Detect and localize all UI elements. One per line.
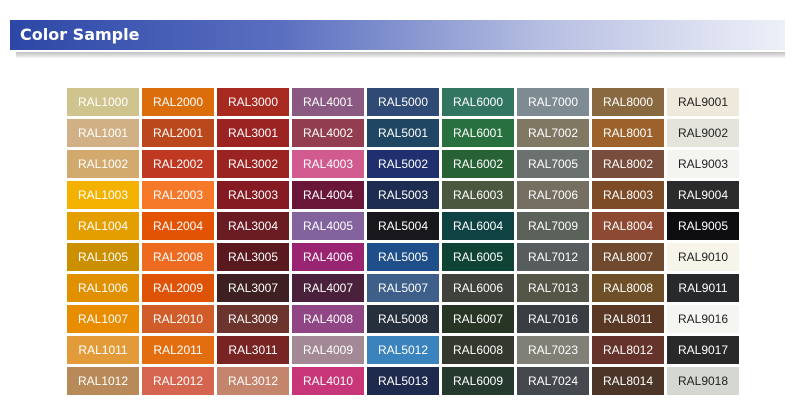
swatch: RAL1005 <box>67 243 139 271</box>
swatch: RAL4007 <box>292 274 364 302</box>
swatch: RAL2001 <box>142 119 214 147</box>
swatch: RAL4008 <box>292 305 364 333</box>
swatch: RAL1011 <box>67 336 139 364</box>
swatch: RAL6003 <box>442 181 514 209</box>
swatch: RAL8012 <box>592 336 664 364</box>
swatch: RAL4010 <box>292 367 364 395</box>
swatch: RAL8007 <box>592 243 664 271</box>
swatch: RAL5012 <box>367 336 439 364</box>
swatch: RAL1002 <box>67 150 139 178</box>
swatch: RAL2010 <box>142 305 214 333</box>
swatch: RAL1004 <box>67 212 139 240</box>
swatch: RAL1006 <box>67 274 139 302</box>
swatch: RAL4005 <box>292 212 364 240</box>
swatch: RAL2011 <box>142 336 214 364</box>
swatch: RAL7000 <box>517 88 589 116</box>
swatch: RAL7006 <box>517 181 589 209</box>
swatch: RAL4004 <box>292 181 364 209</box>
swatch: RAL2012 <box>142 367 214 395</box>
swatch: RAL2004 <box>142 212 214 240</box>
swatch: RAL2002 <box>142 150 214 178</box>
swatch: RAL7009 <box>517 212 589 240</box>
swatch: RAL1007 <box>67 305 139 333</box>
swatch: RAL2008 <box>142 243 214 271</box>
swatch: RAL9005 <box>667 212 739 240</box>
swatch: RAL6001 <box>442 119 514 147</box>
swatch: RAL6006 <box>442 274 514 302</box>
swatch: RAL8000 <box>592 88 664 116</box>
swatch: RAL9016 <box>667 305 739 333</box>
swatch: RAL8001 <box>592 119 664 147</box>
swatch: RAL6002 <box>442 150 514 178</box>
swatch: RAL3003 <box>217 181 289 209</box>
swatch: RAL1003 <box>67 181 139 209</box>
swatch: RAL7024 <box>517 367 589 395</box>
swatch: RAL8011 <box>592 305 664 333</box>
swatch: RAL8002 <box>592 150 664 178</box>
swatch: RAL3009 <box>217 305 289 333</box>
swatch: RAL5013 <box>367 367 439 395</box>
swatch: RAL5005 <box>367 243 439 271</box>
swatch: RAL9011 <box>667 274 739 302</box>
swatch: RAL3001 <box>217 119 289 147</box>
swatch: RAL6009 <box>442 367 514 395</box>
swatch: RAL5002 <box>367 150 439 178</box>
swatch: RAL3005 <box>217 243 289 271</box>
swatch: RAL1001 <box>67 119 139 147</box>
header-shadow <box>16 52 785 58</box>
swatch: RAL5007 <box>367 274 439 302</box>
swatch: RAL5001 <box>367 119 439 147</box>
swatch: RAL1000 <box>67 88 139 116</box>
swatch: RAL4001 <box>292 88 364 116</box>
swatch: RAL4009 <box>292 336 364 364</box>
swatch: RAL3011 <box>217 336 289 364</box>
swatch: RAL2009 <box>142 274 214 302</box>
swatch: RAL5004 <box>367 212 439 240</box>
swatch: RAL3002 <box>217 150 289 178</box>
swatch: RAL5008 <box>367 305 439 333</box>
swatch: RAL8008 <box>592 274 664 302</box>
swatch: RAL9001 <box>667 88 739 116</box>
swatch: RAL9018 <box>667 367 739 395</box>
swatch: RAL9010 <box>667 243 739 271</box>
swatch: RAL3004 <box>217 212 289 240</box>
swatch: RAL6005 <box>442 243 514 271</box>
swatch: RAL9004 <box>667 181 739 209</box>
swatch: RAL4003 <box>292 150 364 178</box>
swatch: RAL5000 <box>367 88 439 116</box>
swatch: RAL9002 <box>667 119 739 147</box>
swatch: RAL1012 <box>67 367 139 395</box>
swatch: RAL4006 <box>292 243 364 271</box>
swatch: RAL3000 <box>217 88 289 116</box>
swatch: RAL9017 <box>667 336 739 364</box>
swatch: RAL6000 <box>442 88 514 116</box>
swatch: RAL7023 <box>517 336 589 364</box>
swatch: RAL8014 <box>592 367 664 395</box>
swatch: RAL5003 <box>367 181 439 209</box>
swatch: RAL7005 <box>517 150 589 178</box>
swatch: RAL9003 <box>667 150 739 178</box>
swatch: RAL2000 <box>142 88 214 116</box>
swatch: RAL3012 <box>217 367 289 395</box>
swatch: RAL4002 <box>292 119 364 147</box>
swatch: RAL8004 <box>592 212 664 240</box>
swatch: RAL2003 <box>142 181 214 209</box>
header-bar <box>10 20 785 50</box>
swatch: RAL6004 <box>442 212 514 240</box>
swatch: RAL7012 <box>517 243 589 271</box>
swatch: RAL8003 <box>592 181 664 209</box>
swatch: RAL6007 <box>442 305 514 333</box>
swatch: RAL3007 <box>217 274 289 302</box>
header-title: Color Sample <box>20 25 140 44</box>
swatch: RAL7016 <box>517 305 589 333</box>
swatch: RAL7002 <box>517 119 589 147</box>
swatch: RAL6008 <box>442 336 514 364</box>
swatch: RAL7013 <box>517 274 589 302</box>
